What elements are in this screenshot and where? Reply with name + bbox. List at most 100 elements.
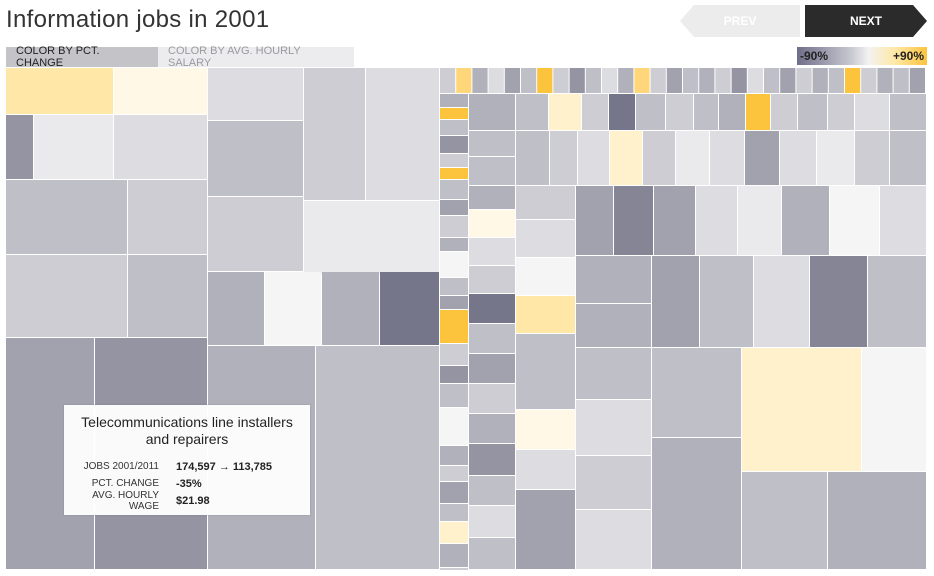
treemap-cell[interactable] [440,200,468,215]
treemap-cell[interactable] [585,68,601,93]
treemap-cell[interactable] [890,94,926,130]
treemap-cell[interactable] [469,476,515,505]
treemap-cell[interactable] [742,472,827,569]
treemap-cell[interactable] [578,131,609,185]
treemap-cell[interactable] [488,68,504,93]
treemap-cell[interactable] [694,94,718,130]
treemap-cell[interactable] [469,210,515,237]
treemap-cell[interactable] [440,168,468,179]
treemap-cell[interactable] [699,68,715,93]
next-button[interactable]: NEXT [805,5,927,37]
treemap-cell[interactable] [316,346,439,569]
treemap-cell[interactable] [700,256,753,347]
treemap-cell[interactable] [549,94,581,130]
treemap-cell[interactable] [114,68,207,114]
treemap-cell[interactable] [855,94,889,130]
treemap-cell[interactable] [731,68,747,93]
treemap-cell[interactable] [569,68,585,93]
treemap-cell[interactable] [469,157,515,185]
treemap-cell[interactable] [890,131,926,185]
treemap-cell[interactable] [440,216,468,237]
treemap-cell[interactable] [576,510,651,569]
treemap-cell[interactable] [469,384,515,413]
treemap-cell[interactable] [550,131,577,185]
treemap-cell[interactable] [440,136,468,153]
treemap-cell[interactable] [764,68,780,93]
treemap-cell[interactable] [666,94,693,130]
treemap-cell[interactable] [576,256,651,303]
treemap-cell[interactable] [796,68,812,93]
treemap-cell[interactable] [780,68,796,93]
treemap-cell[interactable] [114,115,207,179]
treemap-cell[interactable] [208,272,264,345]
treemap-cell[interactable] [746,94,770,130]
treemap-cell[interactable] [516,410,575,449]
treemap-cell[interactable] [304,68,365,200]
treemap-cell[interactable] [6,180,127,254]
treemap-cell[interactable] [469,294,515,323]
treemap-cell[interactable] [469,444,515,475]
treemap-cell[interactable] [710,131,744,185]
treemap-cell[interactable] [754,256,809,347]
treemap-cell[interactable] [516,131,549,185]
treemap-cell[interactable] [469,94,515,130]
treemap-cell[interactable] [719,94,745,130]
treemap-cell[interactable] [810,256,867,347]
treemap-cell[interactable] [440,384,468,407]
treemap-cell[interactable] [128,255,207,337]
treemap-cell[interactable] [469,506,515,537]
treemap-cell[interactable] [440,296,468,309]
prev-button[interactable]: PREV [680,5,800,37]
treemap-cell[interactable] [537,68,553,93]
treemap-cell[interactable] [582,94,608,130]
treemap-cell[interactable] [456,68,472,93]
treemap-cell[interactable] [780,131,816,185]
treemap-cell[interactable] [440,252,468,277]
treemap-cell[interactable] [880,186,926,255]
treemap-cell[interactable] [683,68,699,93]
treemap-cell[interactable] [652,256,699,347]
treemap-cell[interactable] [516,450,575,489]
treemap-cell[interactable] [696,186,737,255]
treemap-cell[interactable] [469,131,515,156]
treemap-cell[interactable] [516,490,575,569]
treemap-cell[interactable] [855,131,889,185]
treemap-cell[interactable] [576,304,651,347]
treemap-cell[interactable] [366,68,439,200]
treemap-cell[interactable] [6,68,113,114]
treemap-cell[interactable] [34,115,113,179]
treemap-cell[interactable] [440,94,468,107]
treemap-cell[interactable] [828,472,926,569]
treemap-cell[interactable] [208,197,303,271]
treemap-cell[interactable] [782,186,829,255]
treemap-cell[interactable] [828,68,844,93]
treemap-cell[interactable] [440,568,468,570]
treemap-cell[interactable] [128,180,207,254]
treemap-cell[interactable] [440,408,468,445]
treemap-cell[interactable] [618,68,634,93]
treemap-cell[interactable] [440,120,468,135]
treemap-cell[interactable] [472,68,488,93]
treemap-cell[interactable] [652,438,741,569]
treemap-cell[interactable] [666,68,682,93]
treemap-cell[interactable] [440,238,468,251]
treemap-cell[interactable] [6,255,127,337]
treemap-cell[interactable] [868,256,926,347]
treemap-cell[interactable] [380,272,439,345]
treemap-cell[interactable] [747,68,763,93]
treemap-cell[interactable] [643,131,675,185]
treemap-cell[interactable] [6,115,33,179]
treemap-cell[interactable] [602,68,618,93]
treemap-cell[interactable] [861,68,877,93]
treemap-cell[interactable] [469,238,515,265]
treemap-cell[interactable] [469,538,515,569]
treemap-cell[interactable] [830,186,879,255]
treemap-cell[interactable] [738,186,781,255]
treemap-cell[interactable] [745,131,779,185]
treemap-cell[interactable] [304,201,439,274]
treemap-cell[interactable] [265,272,321,345]
treemap-cell[interactable] [440,366,468,383]
treemap-cell[interactable] [609,94,635,130]
treemap-cell[interactable] [516,220,575,257]
treemap-cell[interactable] [553,68,569,93]
